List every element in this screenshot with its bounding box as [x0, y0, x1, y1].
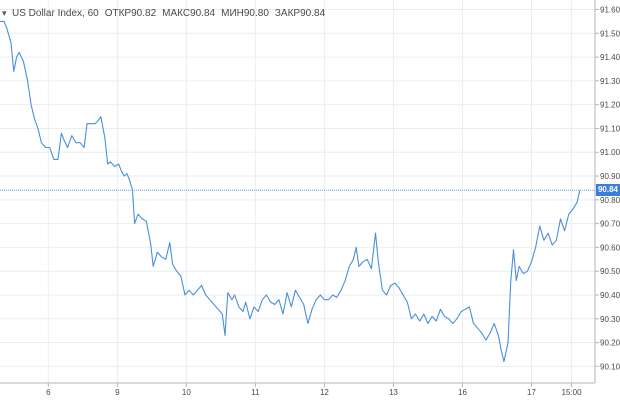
- y-tick-label: 91.50: [600, 29, 620, 38]
- y-tick-label: 91.40: [600, 53, 620, 62]
- open-value: 90.82: [131, 8, 157, 19]
- y-tick-label: 90.90: [600, 172, 620, 181]
- close-value: 90.84: [300, 8, 326, 19]
- x-tick-label: 6: [46, 388, 51, 397]
- x-tick-label: 13: [389, 388, 398, 397]
- y-tick-label: 90.30: [600, 315, 620, 324]
- last-price-tag: 90.84: [596, 184, 620, 197]
- y-tick-label: 90.20: [600, 339, 620, 348]
- x-tick-label: 16: [458, 388, 467, 397]
- low-label: МИН: [221, 8, 244, 19]
- time-axis[interactable]: 6 9 10 11 12 13 16 17 15:00: [0, 382, 595, 397]
- y-tick-label: 90.70: [600, 220, 620, 229]
- price-series: [0, 20, 595, 363]
- price-axis[interactable]: 91.60 91.50 91.40 91.30 91.20 91.10 91.00 90.90…: [594, 0, 620, 383]
- series-line: [0, 20, 581, 363]
- x-tick-label: 11: [251, 388, 260, 397]
- x-tick-label: 12: [320, 388, 329, 397]
- chart-legend: ▾ US Dollar Index, 60 ОТКР 90.82 МАКС 90.8…: [2, 8, 325, 19]
- x-tick-label: 10: [182, 388, 191, 397]
- close-label: ЗАКР: [274, 8, 301, 19]
- grid-lines: [0, 0, 595, 383]
- y-tick-label: 91.60: [600, 6, 620, 15]
- y-tick-label: 90.40: [600, 291, 620, 300]
- y-tick-label: 91.30: [600, 77, 620, 86]
- y-tick-label: 91.20: [600, 101, 620, 110]
- open-label: ОТКР: [104, 8, 132, 19]
- y-tick-label: 91.00: [600, 148, 620, 157]
- y-tick-label: 90.10: [600, 362, 620, 371]
- symbol-name[interactable]: US Dollar Index, 60: [12, 8, 99, 19]
- x-tick-label: 15:00: [562, 388, 583, 397]
- collapse-arrow-icon[interactable]: ▾: [2, 8, 7, 18]
- y-tick-label: 90.80: [600, 196, 620, 205]
- low-value: 90.80: [243, 8, 269, 19]
- x-tick-label: 17: [527, 388, 536, 397]
- high-value: 90.84: [190, 8, 216, 19]
- x-tick-label: 9: [115, 388, 120, 397]
- high-label: МАКС: [162, 8, 191, 19]
- y-tick-label: 90.60: [600, 243, 620, 252]
- y-tick-label: 90.50: [600, 267, 620, 276]
- y-tick-label: 91.10: [600, 124, 620, 133]
